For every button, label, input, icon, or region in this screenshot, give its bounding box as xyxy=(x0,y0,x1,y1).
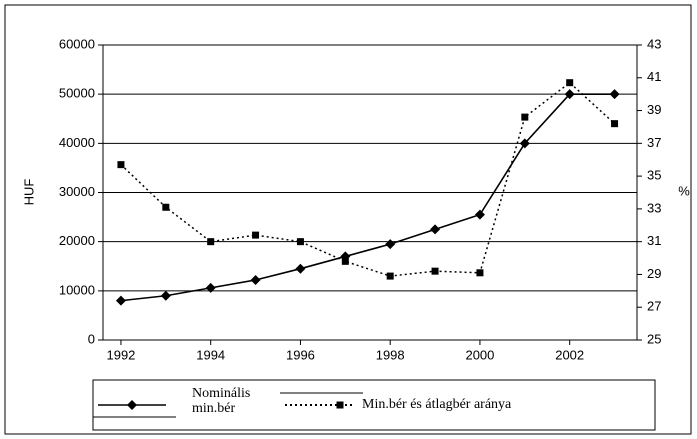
marker-square xyxy=(431,267,439,275)
legend-label: Nominális min.bér xyxy=(192,386,251,416)
outer-frame xyxy=(4,4,692,435)
marker-square xyxy=(521,113,529,121)
x-tick-label: 1996 xyxy=(286,347,315,362)
y-tick-label: 10000 xyxy=(59,282,95,297)
y-tick-label: 0 xyxy=(88,331,95,346)
marker-square xyxy=(162,203,170,211)
x-tick-label: 1992 xyxy=(106,347,135,362)
y2-tick-label: 31 xyxy=(647,233,661,248)
marker-diamond xyxy=(385,239,396,250)
y2-tick-label: 39 xyxy=(647,102,661,117)
x-tick-label: 1998 xyxy=(376,347,405,362)
x-tick-label: 1994 xyxy=(196,347,225,362)
marker-diamond xyxy=(474,209,485,220)
marker-square xyxy=(296,238,304,246)
y2-tick-label: 43 xyxy=(647,36,661,51)
y2-tick-label: 27 xyxy=(647,299,661,314)
marker-diamond xyxy=(160,290,171,301)
y-tick-label: 40000 xyxy=(59,135,95,150)
y-tick-label: 30000 xyxy=(59,184,95,199)
series-line xyxy=(120,81,616,277)
marker-diamond xyxy=(430,224,441,235)
marker-square xyxy=(207,238,215,246)
x-tick-label: 2000 xyxy=(465,347,494,362)
marker-diamond xyxy=(127,400,137,410)
marker-diamond xyxy=(609,89,620,100)
marker-diamond xyxy=(295,263,306,274)
marker-diamond xyxy=(564,89,575,100)
y-tick-label: 60000 xyxy=(59,36,95,51)
marker-square xyxy=(336,401,344,409)
y2-tick-label: 41 xyxy=(647,69,661,84)
x-tick-label: 2002 xyxy=(555,347,584,362)
marker-diamond xyxy=(205,282,216,293)
y-tick-label: 50000 xyxy=(59,86,95,101)
marker-square xyxy=(252,231,260,239)
marker-diamond xyxy=(115,295,126,306)
marker-square xyxy=(476,269,484,277)
marker-square xyxy=(611,120,619,128)
y2-tick-label: 25 xyxy=(647,331,661,346)
marker-square xyxy=(386,272,394,280)
marker-diamond xyxy=(519,138,530,149)
y2-tick-label: 33 xyxy=(647,200,661,215)
y-tick-label: 20000 xyxy=(59,233,95,248)
series-line xyxy=(120,93,615,302)
y2-tick-label: 37 xyxy=(647,135,661,150)
marker-square xyxy=(117,161,125,169)
y2-axis-title: % xyxy=(678,183,690,198)
marker-square xyxy=(341,257,349,265)
legend-box xyxy=(92,379,656,431)
y2-tick-label: 29 xyxy=(647,266,661,281)
y-axis-title: HUF xyxy=(21,179,36,206)
y2-tick-label: 35 xyxy=(647,168,661,183)
legend-label: Min.bér és átlagbér aránya xyxy=(362,397,512,412)
marker-square xyxy=(566,79,574,87)
marker-diamond xyxy=(250,275,261,286)
